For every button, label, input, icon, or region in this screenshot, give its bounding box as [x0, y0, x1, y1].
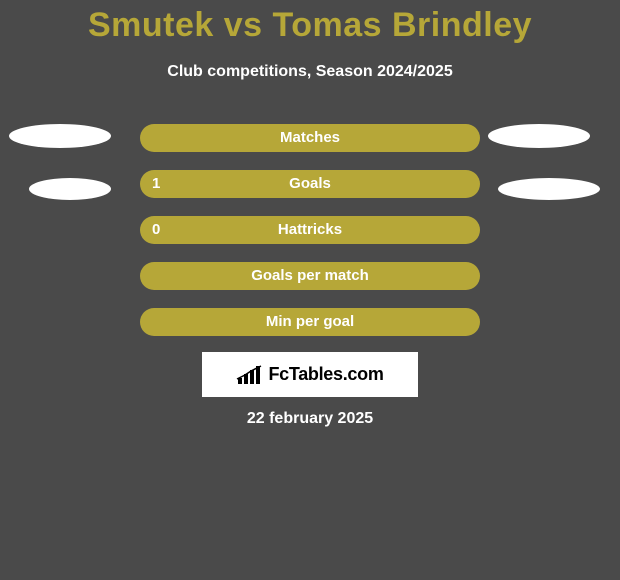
oval-decor: [498, 178, 600, 200]
subtitle: Club competitions, Season 2024/2025: [0, 63, 620, 81]
stat-bar: [140, 124, 480, 152]
page-title: Smutek vs Tomas Brindley: [0, 6, 620, 45]
stat-bar: [140, 170, 480, 198]
stat-row-hattricks: Hattricks 0: [0, 216, 620, 244]
oval-decor: [488, 124, 590, 148]
stat-value-left: 1: [152, 170, 160, 198]
oval-decor: [29, 178, 111, 200]
stat-row-min-per-goal: Min per goal: [0, 308, 620, 336]
fctables-logo: FcTables.com: [202, 352, 418, 397]
date-label: 22 february 2025: [0, 410, 620, 428]
logo-text: FcTables.com: [268, 364, 383, 385]
stat-bar: [140, 308, 480, 336]
logo-inner: FcTables.com: [236, 364, 383, 386]
stat-bar: [140, 216, 480, 244]
stat-row-goals-per-match: Goals per match: [0, 262, 620, 290]
stat-value-left: 0: [152, 216, 160, 244]
bar-chart-icon: [236, 364, 264, 386]
stat-bar: [140, 262, 480, 290]
comparison-graphic: Smutek vs Tomas Brindley Club competitio…: [0, 0, 620, 580]
oval-decor: [9, 124, 111, 148]
